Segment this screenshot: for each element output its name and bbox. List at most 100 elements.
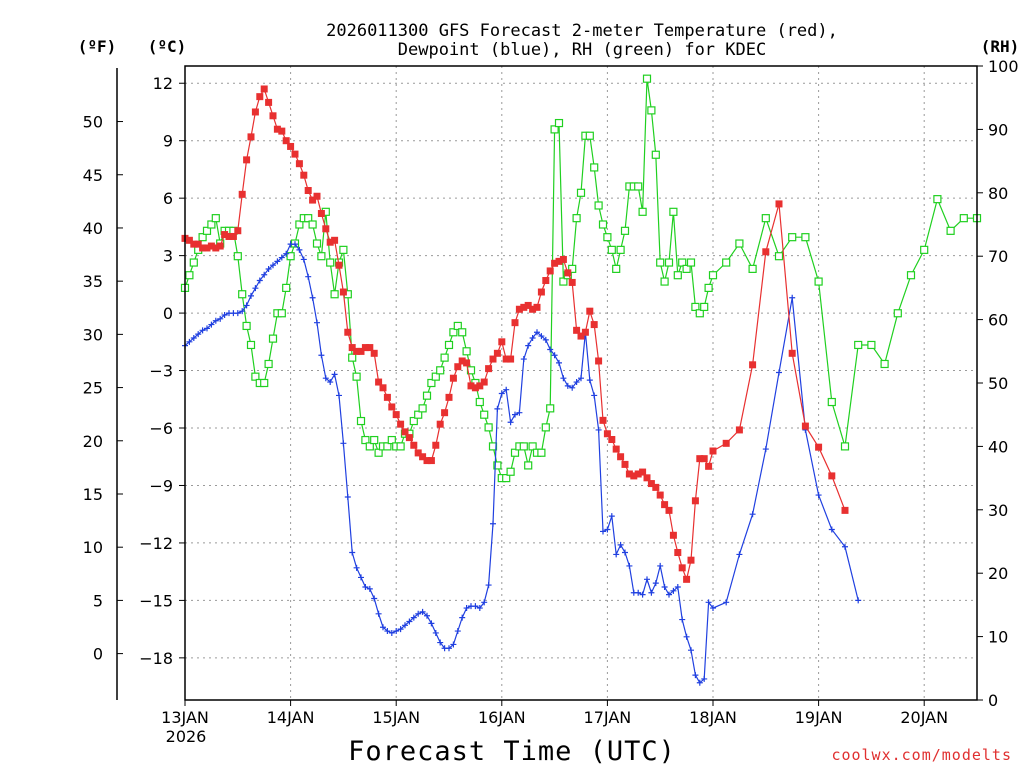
temperature-point bbox=[511, 319, 519, 327]
temperature-point bbox=[533, 303, 541, 311]
dewpoint-point bbox=[525, 342, 532, 349]
temperature-point bbox=[388, 403, 396, 411]
temperature-point bbox=[674, 549, 682, 557]
temperature-point bbox=[908, 0, 915, 7]
temperature-point bbox=[300, 171, 308, 179]
dewpoint-point bbox=[481, 599, 488, 606]
rh-point bbox=[414, 410, 423, 419]
rh-point bbox=[352, 372, 361, 381]
temperature-point bbox=[612, 445, 620, 453]
dewpoint-point bbox=[547, 346, 554, 353]
rh-tick-label: 60 bbox=[988, 311, 1008, 330]
x-tick-label: 20JAN bbox=[900, 708, 948, 727]
rh-point bbox=[920, 245, 929, 254]
temperature-point bbox=[520, 303, 528, 311]
dewpoint-point bbox=[507, 419, 514, 426]
dewpoint-point bbox=[432, 629, 439, 636]
dewpoint-point bbox=[494, 405, 501, 412]
rh-point bbox=[550, 125, 559, 134]
rh-point bbox=[867, 340, 876, 350]
dewpoint-point bbox=[503, 386, 510, 393]
dewpoint-point bbox=[410, 614, 417, 621]
dewpoint-point bbox=[195, 331, 202, 338]
dewpoint-point bbox=[749, 511, 756, 518]
temperature-point bbox=[449, 374, 457, 382]
temperature-point bbox=[225, 232, 233, 240]
temperature-point bbox=[625, 470, 633, 478]
rh-point bbox=[854, 340, 863, 350]
rh-point bbox=[277, 309, 286, 318]
rh-point bbox=[669, 207, 678, 216]
dewpoint-point bbox=[789, 294, 796, 301]
dewpoint-point bbox=[292, 241, 298, 248]
temperature-point bbox=[287, 142, 295, 150]
dewpoint-point bbox=[644, 576, 650, 583]
f-tick-label: 30 bbox=[83, 325, 103, 344]
dewpoint-point bbox=[604, 526, 611, 533]
rh-point bbox=[788, 233, 797, 242]
rh-point bbox=[598, 220, 608, 229]
temperature-point bbox=[652, 483, 660, 491]
dewpoint-point bbox=[622, 549, 628, 556]
dewpoint-point bbox=[600, 528, 606, 535]
dewpoint-point bbox=[256, 277, 263, 284]
rh-point bbox=[814, 277, 823, 286]
dewpoint-point bbox=[371, 595, 378, 602]
temperature-point bbox=[691, 497, 699, 505]
dewpoint-point bbox=[362, 583, 369, 590]
dewpoint-point bbox=[520, 356, 527, 363]
rh-point bbox=[339, 245, 348, 254]
temperature-point bbox=[687, 556, 695, 564]
dewpoint-point bbox=[705, 599, 712, 606]
temperature-point bbox=[564, 269, 572, 277]
temperature-point bbox=[419, 453, 427, 461]
temperature-point bbox=[190, 240, 198, 248]
rh-point bbox=[493, 461, 502, 470]
rh-point bbox=[282, 283, 291, 292]
c-tick-label: −15 bbox=[139, 591, 173, 610]
temperature-point bbox=[379, 384, 387, 392]
temperature-point bbox=[471, 384, 479, 392]
dewpoint-point bbox=[762, 446, 769, 453]
temperature-point bbox=[480, 378, 488, 386]
dewpoint-point bbox=[670, 587, 677, 594]
dewpoint-point bbox=[305, 273, 312, 280]
dewpoint-point bbox=[661, 583, 668, 590]
temperature-point bbox=[309, 196, 317, 204]
temperature-point bbox=[921, 0, 928, 7]
temperature-point bbox=[278, 127, 286, 135]
dewpoint-point bbox=[454, 628, 461, 635]
x-tick-label: 16JAN bbox=[478, 708, 526, 727]
rh-point bbox=[260, 378, 269, 388]
rh-point bbox=[660, 277, 669, 286]
c-tick-label: −3 bbox=[149, 362, 173, 381]
rh-point bbox=[198, 233, 207, 242]
dewpoint-point bbox=[516, 409, 523, 416]
temperature-point bbox=[207, 242, 215, 250]
rh-point bbox=[251, 372, 260, 381]
rh-point bbox=[880, 359, 889, 369]
x-axis-year-label: 2026 bbox=[166, 727, 207, 746]
series-group bbox=[180, 0, 982, 686]
rh-point bbox=[304, 214, 313, 223]
rh-point bbox=[686, 258, 696, 267]
dewpoint-point bbox=[842, 543, 848, 550]
c-tick-label: 9 bbox=[163, 132, 173, 151]
rh-point bbox=[356, 416, 366, 426]
rh-point bbox=[268, 334, 278, 343]
rh-point bbox=[594, 201, 603, 210]
temperature-point bbox=[855, 0, 862, 7]
dewpoint-point bbox=[556, 359, 562, 366]
temperature-point bbox=[868, 0, 875, 7]
rh-point bbox=[616, 245, 625, 254]
dewpoint-point bbox=[415, 610, 422, 617]
temperature-point bbox=[665, 506, 673, 514]
c-tick-label: 6 bbox=[163, 189, 173, 208]
plot-frame bbox=[184, 65, 978, 701]
temperature-point bbox=[502, 355, 510, 363]
dewpoint-point bbox=[446, 645, 452, 652]
dewpoint-point bbox=[212, 317, 219, 324]
dewpoint-point bbox=[476, 605, 483, 612]
temperature-point bbox=[683, 575, 691, 583]
dewpoint-point bbox=[252, 285, 259, 292]
